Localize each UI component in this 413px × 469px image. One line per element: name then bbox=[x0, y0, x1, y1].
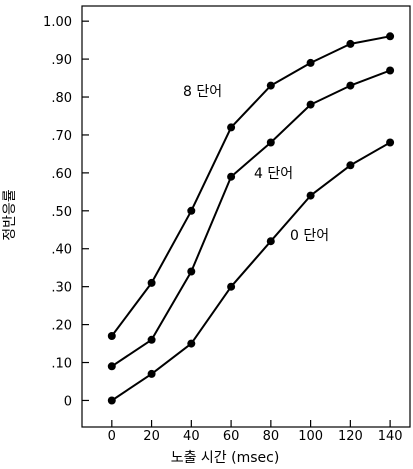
data-point bbox=[386, 32, 395, 41]
y-tick-label: .40 bbox=[51, 243, 72, 258]
data-point bbox=[107, 362, 116, 371]
x-tick-label: 80 bbox=[263, 429, 280, 444]
data-point bbox=[346, 81, 355, 90]
y-tick-label: 0 bbox=[64, 394, 72, 409]
y-tick-label: .50 bbox=[51, 205, 72, 220]
x-tick-label: 0 bbox=[108, 429, 116, 444]
x-axis-title: 노출 시간 (msec) bbox=[171, 450, 280, 466]
plot-border bbox=[81, 5, 411, 428]
y-axis-ticks: 0 .10 .20 .30 .40 .50 .60 .70 .80 .90 1.00 bbox=[43, 15, 89, 409]
data-point bbox=[346, 39, 355, 48]
x-tick-label: 140 bbox=[378, 429, 403, 444]
plot-frame bbox=[81, 5, 411, 428]
y-tick-label: .90 bbox=[51, 53, 72, 68]
data-point bbox=[346, 161, 355, 170]
data-point bbox=[386, 66, 395, 75]
y-tick-label: .10 bbox=[51, 357, 72, 372]
data-point bbox=[107, 332, 116, 340]
series-line-0 bbox=[110, 35, 391, 337]
series-labels: 8 단어 4 단어 0 단어 bbox=[183, 84, 329, 244]
series-lines bbox=[110, 35, 391, 402]
series-label-0-words: 0 단어 bbox=[290, 228, 329, 244]
data-point bbox=[386, 138, 395, 147]
x-tick-label: 20 bbox=[143, 429, 160, 444]
data-point bbox=[266, 237, 275, 246]
series-line-2 bbox=[111, 141, 391, 402]
series-points bbox=[107, 32, 395, 405]
y-axis-title: 정반응률 bbox=[2, 189, 18, 241]
y-tick-label: .80 bbox=[51, 91, 72, 106]
data-point bbox=[187, 339, 196, 348]
y-tick-label: 1.00 bbox=[43, 15, 72, 30]
data-point bbox=[227, 172, 236, 181]
x-tick-label: 40 bbox=[183, 429, 200, 444]
data-point bbox=[227, 123, 236, 132]
y-tick-label: .20 bbox=[51, 319, 72, 334]
series-label-4-words: 4 단어 bbox=[254, 166, 293, 182]
data-point bbox=[187, 267, 196, 276]
data-point bbox=[187, 206, 196, 215]
x-tick-label: 120 bbox=[338, 429, 363, 444]
y-tick-label: .30 bbox=[51, 281, 72, 296]
series-line-1 bbox=[111, 69, 391, 368]
data-point bbox=[227, 282, 236, 291]
series-label-8-words: 8 단어 bbox=[183, 84, 222, 100]
y-tick-label: .70 bbox=[51, 129, 72, 144]
data-point bbox=[147, 278, 156, 287]
x-tick-label: 60 bbox=[223, 429, 240, 444]
data-point bbox=[147, 369, 156, 378]
data-point bbox=[306, 100, 315, 109]
y-tick-label: .60 bbox=[51, 167, 72, 182]
data-point bbox=[107, 396, 116, 405]
data-point bbox=[306, 191, 315, 200]
x-axis-ticks: 0 20 40 60 80 100 120 140 bbox=[108, 420, 403, 444]
data-point bbox=[306, 58, 315, 67]
data-point bbox=[147, 335, 156, 344]
data-point bbox=[266, 138, 275, 147]
data-point bbox=[266, 81, 275, 90]
x-tick-label: 100 bbox=[298, 429, 323, 444]
